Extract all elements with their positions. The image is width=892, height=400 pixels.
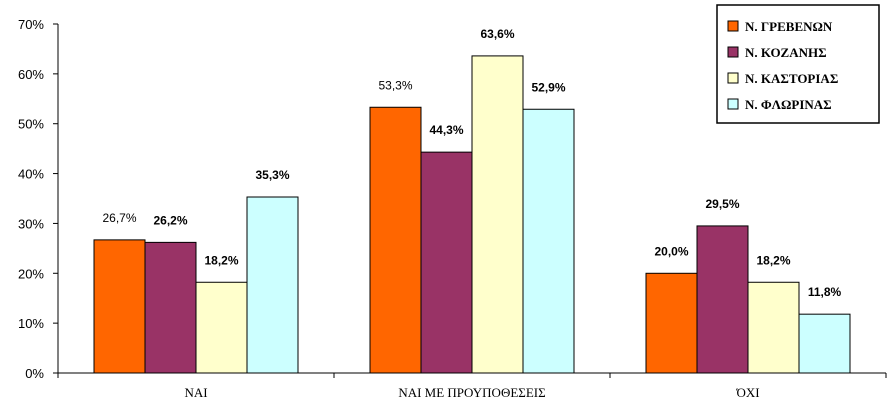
- y-tick-label: 30%: [18, 216, 44, 231]
- bar: [645, 272, 698, 374]
- bar: [747, 281, 800, 374]
- bar: [369, 106, 422, 374]
- y-tick-label: 50%: [18, 117, 44, 132]
- bar: [246, 196, 299, 374]
- x-tick-label: ΝΑΙ ΜΕ ΠΡΟΥΠΟΘΕΣΕΙΣ: [398, 385, 545, 400]
- x-axis: ΝΑΙ ΝΑΙ ΜΕ ΠΡΟΥΠΟΘΕΣΕΙΣ ΌΧΙ: [57, 372, 887, 400]
- data-label: 11,8%: [808, 285, 842, 299]
- legend-box: [716, 4, 880, 124]
- data-label: 35,3%: [255, 168, 289, 182]
- data-label: 63,6%: [480, 27, 514, 41]
- data-label: 20,0%: [654, 244, 688, 258]
- bar: [798, 313, 851, 374]
- legend-swatch: [727, 46, 739, 58]
- bar: [195, 281, 248, 374]
- bar: [144, 241, 197, 374]
- y-axis: 0% 10% 20% 30% 40% 50% 60% 70%: [18, 17, 59, 381]
- x-tick-label: ΝΑΙ: [184, 385, 207, 400]
- data-label: 29,5%: [705, 197, 739, 211]
- bar: [420, 151, 473, 374]
- y-tick-label: 0%: [25, 366, 44, 381]
- legend-label: Ν. ΚΑΣΤΟΡΙΑΣ: [745, 71, 838, 86]
- y-tick-label: 70%: [18, 17, 44, 32]
- legend-label: Ν. ΦΛΩΡΙΝΑΣ: [745, 97, 832, 112]
- data-labels: 26,7% 26,2% 18,2% 35,3% 53,3% 44,3% 63,6% 52,9%…: [102, 27, 841, 299]
- data-label: 44,3%: [429, 123, 463, 137]
- legend-swatch: [727, 98, 739, 110]
- legend-swatch: [727, 20, 739, 32]
- legend: Ν. ΓΡΕΒΕΝΩΝ Ν. ΚΟΖΑΝΗΣ Ν. ΚΑΣΤΟΡΙΑΣ Ν. ΦΛΩΡ…: [716, 4, 880, 124]
- bar: [522, 108, 575, 374]
- data-label: 18,2%: [204, 253, 238, 267]
- bars: [93, 55, 851, 374]
- data-label: 26,2%: [153, 213, 187, 227]
- data-label: 26,7%: [102, 211, 136, 225]
- y-tick-label: 40%: [18, 167, 44, 182]
- legend-swatch: [727, 72, 739, 84]
- bar: [471, 55, 524, 374]
- data-label: 18,2%: [756, 253, 790, 267]
- bar: [93, 239, 146, 374]
- bar: [696, 225, 749, 374]
- y-tick-label: 10%: [18, 316, 44, 331]
- legend-label: Ν. ΓΡΕΒΕΝΩΝ: [745, 19, 833, 34]
- x-tick-label: ΌΧΙ: [735, 385, 759, 400]
- y-tick-label: 20%: [18, 266, 44, 281]
- data-label: 52,9%: [531, 80, 565, 94]
- legend-label: Ν. ΚΟΖΑΝΗΣ: [745, 45, 827, 60]
- data-label: 53,3%: [378, 78, 412, 92]
- y-tick-label: 60%: [18, 67, 44, 82]
